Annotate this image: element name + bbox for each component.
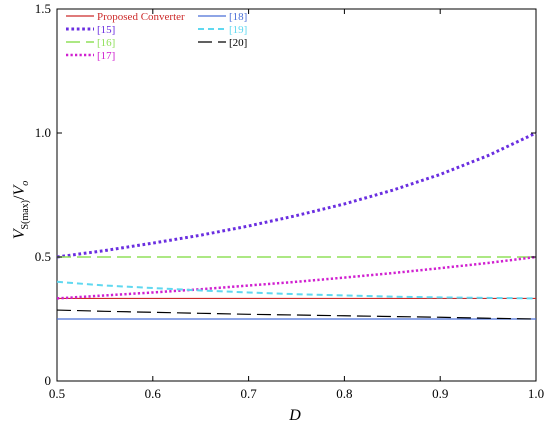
x-tick-label: 0.9 xyxy=(432,386,448,401)
y-axis-label-main: V xyxy=(11,227,28,239)
x-tick-label: 0.6 xyxy=(145,386,162,401)
x-tick-label: 0.7 xyxy=(240,386,257,401)
x-tick-label: 1.0 xyxy=(528,386,544,401)
legend-entry-label: [19] xyxy=(229,24,247,36)
legend-entry-label: [16] xyxy=(97,37,115,49)
x-axis-label: D xyxy=(288,407,301,424)
plot-frame xyxy=(56,8,537,382)
series-lines xyxy=(56,131,537,320)
y-tick-label: 1.5 xyxy=(35,1,51,16)
series-line-6 xyxy=(56,309,537,320)
svg-text:VS(max)/Vo: VS(max)/Vo xyxy=(11,181,31,239)
y-axis-label-denom-sub: o xyxy=(20,181,31,186)
legend-entry-label: [17] xyxy=(97,50,115,62)
x-tick-label: 0.5 xyxy=(49,386,65,401)
y-tick-label: 1.0 xyxy=(35,125,51,140)
legend-entry-label: [20] xyxy=(229,37,247,49)
legend-entry-label: [18] xyxy=(229,11,247,23)
y-tick-label: 0 xyxy=(45,373,52,388)
legend: Proposed Converter[15][16][17] [18][19][2… xyxy=(66,11,247,62)
series-line-1 xyxy=(56,131,537,259)
legend-entry-label: [15] xyxy=(97,24,115,36)
y-axis-label-sub: S(max) xyxy=(20,200,31,229)
y-axis-label-denom: V xyxy=(11,184,28,196)
y-tick-label: 0.5 xyxy=(35,249,51,264)
series-line-3 xyxy=(56,255,537,300)
plot-area xyxy=(56,8,537,382)
y-axis-label-slash: / xyxy=(11,195,28,200)
y-axis-label: VS(max)/Vo xyxy=(11,181,31,239)
x-tick-label: 0.8 xyxy=(336,386,352,401)
legend-entry-label: Proposed Converter xyxy=(97,11,185,23)
series-line-5 xyxy=(56,280,537,300)
axis-ticks: 0.5 0.6 0.7 0.8 0.9 1.000.51.01.5 xyxy=(35,1,544,401)
